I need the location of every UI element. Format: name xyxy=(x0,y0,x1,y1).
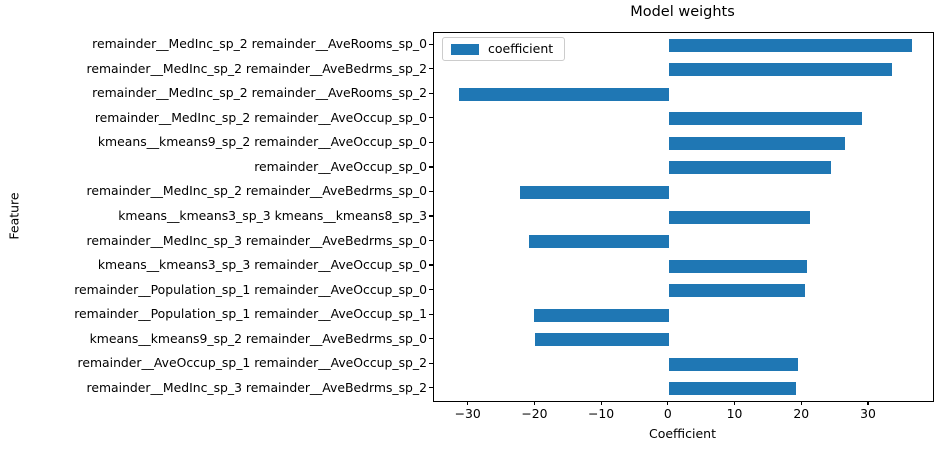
y-tick-mark xyxy=(429,117,433,119)
y-tick-mark xyxy=(429,166,433,168)
x-tick-mark xyxy=(800,401,802,405)
y-tick-mark xyxy=(429,190,433,193)
x-tick-label: 10 xyxy=(726,406,743,421)
y-tick-mark xyxy=(429,362,433,364)
y-tick-mark xyxy=(429,289,433,291)
y-tick-mark xyxy=(429,215,433,217)
x-axis-label: Coefficient xyxy=(648,426,716,441)
bar xyxy=(668,210,811,224)
y-tick-mark xyxy=(429,338,433,340)
x-tick-label: −10 xyxy=(588,406,615,421)
x-tick-mark xyxy=(533,401,535,405)
bar xyxy=(534,308,669,322)
y-tick-label: remainder__Population_sp_1 remainder__Av… xyxy=(74,281,427,297)
bar xyxy=(668,284,805,298)
bar xyxy=(459,87,669,101)
bar xyxy=(529,235,669,249)
bar xyxy=(520,185,669,199)
x-tick-label: 0 xyxy=(663,406,672,421)
bar xyxy=(668,259,807,273)
y-tick-label: remainder__AveOccup_sp_0 xyxy=(254,158,427,174)
y-tick-mark xyxy=(429,68,433,70)
y-tick-mark xyxy=(429,264,433,266)
y-tick-mark xyxy=(429,239,433,242)
y-tick-label: remainder__MedInc_sp_2 remainder__AveOcc… xyxy=(94,109,427,125)
x-tick-mark xyxy=(867,401,869,405)
bar xyxy=(668,63,892,77)
y-tick-label: kmeans__kmeans3_sp_3 kmeans__kmeans8_sp_… xyxy=(118,208,427,223)
x-tick-mark xyxy=(667,401,669,405)
y-tick-mark xyxy=(429,141,433,143)
y-tick-mark xyxy=(429,387,433,389)
y-tick-label: kmeans__kmeans3_sp_3 remainder__AveOccup… xyxy=(97,257,427,273)
y-tick-label: remainder__MedInc_sp_3 remainder__AveBed… xyxy=(86,232,427,248)
chart-title: Model weights xyxy=(630,4,735,20)
y-tick-label: remainder__AveOccup_sp_1 remainder__AveO… xyxy=(77,355,427,371)
y-tick-label: remainder__MedInc_sp_2 remainder__AveRoo… xyxy=(92,85,427,101)
legend: coefficient xyxy=(442,37,566,61)
y-tick-mark xyxy=(429,43,433,45)
y-tick-label: remainder__MedInc_sp_2 remainder__AveBed… xyxy=(86,183,427,199)
x-tick-mark xyxy=(467,401,469,405)
bar xyxy=(668,136,845,150)
plot-area: coefficient xyxy=(433,32,934,402)
y-tick-mark xyxy=(429,92,433,94)
y-tick-mark xyxy=(429,313,433,315)
y-tick-label: kmeans__kmeans9_sp_2 remainder__AveBedrm… xyxy=(89,330,427,346)
bar xyxy=(668,38,912,52)
x-tick-label: 30 xyxy=(860,406,876,421)
y-tick-label: remainder__MedInc_sp_3 remainder__AveBed… xyxy=(86,379,427,395)
y-tick-label: remainder__MedInc_sp_2 remainder__AveBed… xyxy=(86,60,427,76)
bar xyxy=(535,333,669,347)
y-tick-label: remainder__MedInc_sp_2 remainder__AveRoo… xyxy=(92,36,427,52)
x-tick-label: −20 xyxy=(521,406,548,421)
legend-swatch xyxy=(451,43,479,55)
x-tick-label: 20 xyxy=(793,406,810,421)
bar xyxy=(668,161,831,175)
x-tick-mark xyxy=(600,401,602,405)
x-tick-mark xyxy=(733,401,736,405)
x-tick-label: −30 xyxy=(454,406,481,421)
legend-label: coefficient xyxy=(488,41,554,56)
bar xyxy=(668,357,799,371)
y-tick-label: kmeans__kmeans9_sp_2 remainder__AveOccup… xyxy=(97,134,427,150)
bar xyxy=(668,382,796,396)
bar xyxy=(668,112,863,126)
y-tick-label: remainder__Population_sp_1 remainder__Av… xyxy=(74,306,427,322)
